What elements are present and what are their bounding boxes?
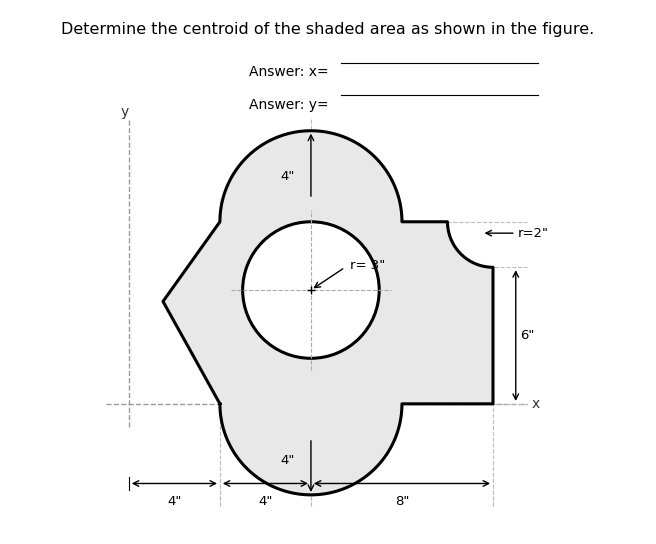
- Text: Answer: x=: Answer: x=: [249, 65, 329, 79]
- Text: 6": 6": [520, 329, 535, 342]
- Text: 4": 4": [281, 454, 295, 467]
- Text: 4": 4": [281, 170, 295, 183]
- Text: 8": 8": [395, 495, 409, 508]
- Text: x: x: [531, 397, 540, 411]
- Text: r= 3": r= 3": [350, 258, 385, 271]
- Text: y: y: [120, 106, 129, 119]
- Circle shape: [243, 222, 379, 358]
- Text: Answer: y=: Answer: y=: [249, 98, 329, 112]
- Text: r=2": r=2": [518, 227, 549, 240]
- Text: Determine the centroid of the shaded area as shown in the figure.: Determine the centroid of the shaded are…: [62, 22, 594, 37]
- Polygon shape: [163, 131, 493, 495]
- Text: 4": 4": [258, 495, 273, 508]
- Text: 4": 4": [167, 495, 182, 508]
